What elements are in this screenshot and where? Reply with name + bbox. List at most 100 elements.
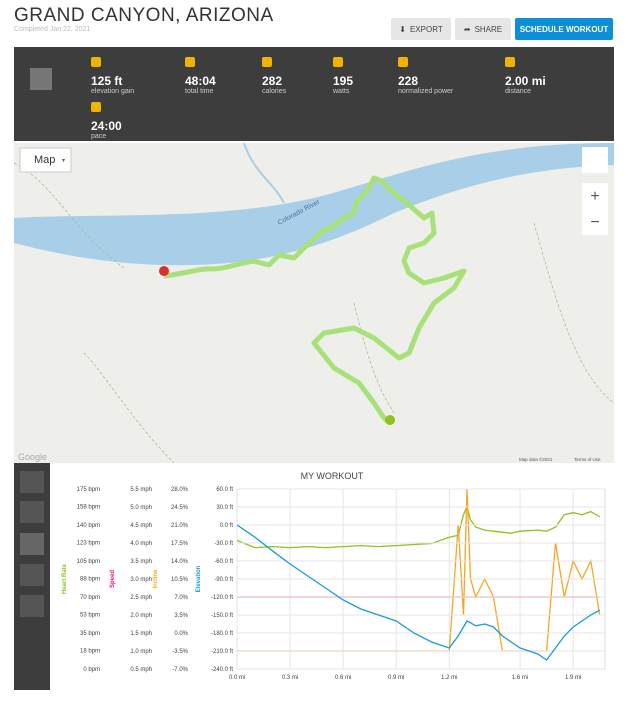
stat: 228 normalized power [398,57,454,95]
incline-tab[interactable] [20,501,44,523]
map-type-label: Map [34,154,55,166]
title: GRAND CANYON, ARIZONA [14,5,274,26]
stat: 24:00 pace [91,102,122,140]
creek [243,143,285,204]
share-button[interactable]: ➦ SHARE [455,18,511,40]
y-tick-label: 14.0% [171,559,189,565]
stat-label: calories [262,88,287,95]
zoom-control[interactable] [582,183,608,235]
y-tick-label: 158 bpm [77,504,100,510]
stat-icon [185,57,195,67]
stat-value: 195 [333,74,354,88]
stat-label: total time [185,88,214,95]
stat: 2.00 mi distance [505,57,546,95]
y-tick-label: 88 bpm [80,576,100,582]
stat-icon [333,57,343,67]
fullscreen-button[interactable] [582,147,608,173]
y-tick-label: 28.0% [171,487,189,493]
export-button[interactable]: ⬇ EXPORT [391,18,451,40]
elevation-tab[interactable] [20,471,44,493]
y-tick-label: 175 bpm [77,487,100,493]
dropdown-arrow: ▾ [62,158,65,164]
zoom-in[interactable]: + [590,188,599,205]
y-tick-label: -120.0 ft [211,595,233,601]
series-line [236,524,601,661]
y-tick-label: 0.0 ft [220,523,234,529]
stat: 282 calories [262,57,287,95]
y-tick-label: 140 bpm [77,523,100,529]
y-tick-label: 0.0% [174,631,188,637]
axis-label: Heart Rate [62,563,68,594]
y-tick-label: 3.5 mph [130,559,152,565]
x-tick-label: 1.6 mi [512,675,528,681]
y-tick-label: 3.0 mph [130,577,152,583]
stat-icon [505,57,515,67]
y-tick-label: -7.0% [172,667,188,673]
y-tick-label: 10.5% [171,577,189,583]
y-tick-label: 18 bpm [80,648,100,654]
x-tick-label: 1.2 mi [441,675,457,681]
y-tick-label: -30.0 ft [214,541,233,547]
map-attribution: Map data ©2021 [519,456,553,462]
schedule-button[interactable]: SCHEDULE WORKOUT [515,18,613,40]
series-line [236,504,601,549]
button-label: SHARE [474,24,503,34]
x-tick-label: 0.0 mi [229,675,245,681]
button-label: SCHEDULE WORKOUT [519,24,609,34]
y-tick-label: 0 bpm [83,667,100,673]
x-tick-label: 1.9 mi [565,675,581,681]
stat-label: normalized power [398,88,454,95]
x-tick-label: 0.6 mi [335,675,351,681]
map-type-dropdown[interactable] [19,147,72,173]
stat-icon [91,102,101,112]
y-tick-label: -150.0 ft [211,613,233,619]
y-tick-label: -3.5% [172,649,188,655]
stat-value: 282 [262,74,283,88]
y-tick-label: 21.0% [171,523,189,529]
y-tick-label: 5.5 mph [130,487,152,493]
y-tick-label: 0.5 mph [130,667,152,673]
chart-title: MY WORKOUT [301,471,364,481]
y-tick-label: 17.5% [171,541,189,547]
stat-value: 125 ft [91,74,123,88]
y-tick-label: 30.0 ft [216,505,233,511]
y-tick-label: 105 bpm [77,559,100,565]
x-tick-label: 0.9 mi [388,675,404,681]
y-tick-label: 3.5% [174,613,188,619]
stat-value: 48:04 [185,74,216,88]
y-tick-label: 1.5 mph [130,631,152,637]
subtitle: Completed Jan 22, 2021 [14,26,91,33]
chart-sidebar [14,463,50,690]
zoom-out[interactable]: − [590,214,599,231]
stat: 125 ft elevation gain [91,57,134,95]
y-tick-label: -210.0 ft [211,649,233,655]
stat-value: 24:00 [91,119,122,133]
y-tick-label: 2.5 mph [130,595,152,601]
start-pin[interactable] [385,415,395,425]
trails [14,162,614,463]
y-tick-label: 70 bpm [80,595,100,601]
power-tab[interactable] [20,533,44,555]
stat-icon [91,57,101,67]
stat: 195 watts [333,57,354,95]
axis-label: Incline [153,569,159,589]
axis-label: Speed [110,570,116,588]
button-label: EXPORT [409,24,443,34]
stat-value: 228 [398,74,419,88]
stat-icon [398,57,408,67]
y-tick-label: 4.0 mph [130,541,152,547]
stat-label: pace [91,133,107,140]
x-tick-label: 0.3 mi [282,675,298,681]
y-tick-label: 2.0 mph [130,613,152,619]
finish-pin[interactable] [159,266,169,276]
map-terms[interactable]: Terms of Use [574,457,601,462]
y-tick-label: 60.0 ft [216,487,233,493]
y-tick-label: -60.0 ft [214,559,233,565]
y-tick-label: 4.5 mph [130,523,152,529]
heart-rate-tab[interactable] [20,595,44,617]
map: Colorado River Map ▾ + − Google Map data… [14,143,614,463]
y-tick-label: 1.0 mph [130,649,152,655]
speed-tab[interactable] [20,564,44,586]
y-tick-label: 123 bpm [77,540,100,546]
